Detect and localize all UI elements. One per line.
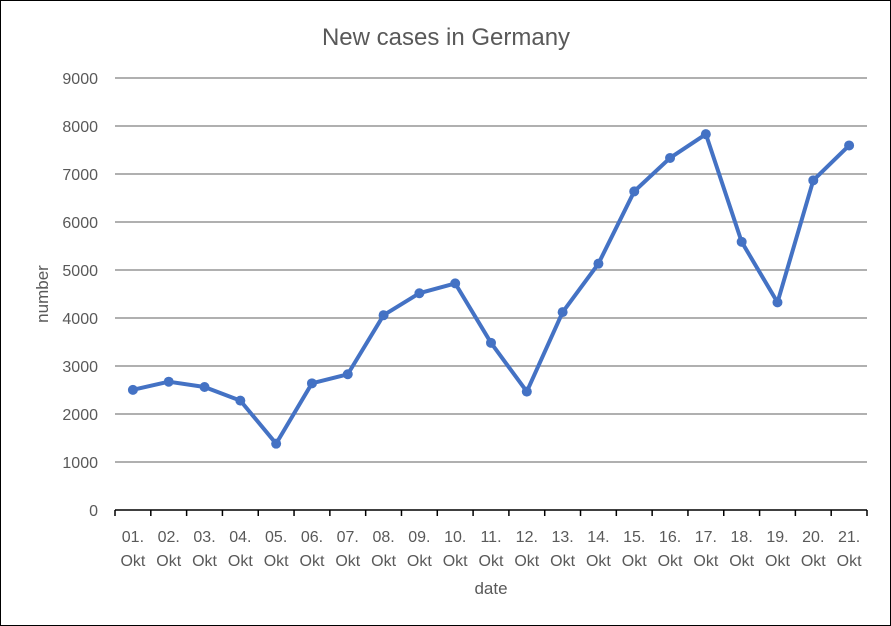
data-point: [378, 310, 389, 321]
x-tick-label: Okt: [837, 553, 862, 570]
y-tick-label: 2000: [62, 407, 98, 424]
y-tick-label: 9000: [62, 71, 98, 88]
x-tick-label: Okt: [120, 553, 145, 570]
x-tick-label: 10.: [444, 529, 466, 546]
y-tick-label: 6000: [62, 215, 98, 232]
x-tick-label: 13.: [551, 529, 573, 546]
x-tick-label: 15.: [623, 529, 645, 546]
x-tick-label: Okt: [801, 553, 826, 570]
x-tick-label: 12.: [516, 529, 538, 546]
y-tick-label: 7000: [62, 167, 98, 184]
data-point: [736, 236, 747, 247]
data-point: [486, 337, 496, 348]
x-tick-label: 14.: [587, 529, 609, 546]
x-tick-label: 20.: [802, 529, 824, 546]
x-tick-label: Okt: [300, 553, 325, 570]
data-point: [808, 175, 819, 186]
x-tick-label: 08.: [372, 529, 394, 546]
x-tick-label: 11.: [480, 529, 501, 546]
y-tick-label: 0: [89, 503, 98, 520]
y-tick-label: 5000: [62, 263, 98, 280]
x-tick-label: Okt: [622, 553, 647, 570]
data-point: [127, 384, 138, 395]
y-tick-label: 1000: [62, 455, 98, 472]
data-point: [414, 288, 425, 299]
data-point: [521, 386, 532, 397]
x-tick-label: 03.: [193, 529, 215, 546]
y-tick-label: 3000: [62, 359, 98, 376]
data-point: [772, 297, 783, 308]
x-tick-label: 05.: [265, 529, 287, 546]
x-tick-label: Okt: [371, 553, 396, 570]
x-tick-label: Okt: [729, 553, 754, 570]
x-tick-label: Okt: [658, 553, 683, 570]
data-point: [306, 378, 317, 389]
x-tick-label: Okt: [550, 553, 575, 570]
data-point: [163, 376, 174, 387]
x-tick-label: Okt: [156, 553, 181, 570]
x-tick-label: Okt: [514, 553, 539, 570]
x-tick-label: 02.: [158, 529, 180, 546]
x-tick-label: Okt: [443, 553, 468, 570]
x-axis-label: date: [474, 579, 507, 598]
x-tick-label: Okt: [479, 553, 504, 570]
x-tick-label: Okt: [192, 553, 217, 570]
x-tick-label: Okt: [765, 553, 790, 570]
data-point: [235, 395, 246, 406]
x-tick-label: 16.: [659, 529, 681, 546]
x-tick-label: Okt: [228, 553, 253, 570]
x-tick-label: Okt: [693, 553, 718, 570]
data-point: [199, 381, 210, 392]
data-point: [700, 129, 711, 140]
x-tick-label: Okt: [586, 553, 611, 570]
x-tick-labels: 01. Okt 02. Okt 03. Okt 04. Okt 05. Okt 06. Okt 07. O…: [120, 529, 862, 570]
series-layer: [127, 129, 855, 449]
x-tick-label: 07.: [337, 529, 359, 546]
y-tick-label: 4000: [62, 311, 98, 328]
chart-title: New cases in Germany: [322, 24, 570, 51]
x-tick-label: 17.: [695, 529, 717, 546]
y-tick-label: 8000: [62, 119, 98, 136]
data-point: [593, 258, 604, 269]
data-point: [271, 438, 282, 449]
x-tick-label: 04.: [229, 529, 251, 546]
x-tick-label: Okt: [335, 553, 360, 570]
x-tick-label: 01.: [122, 529, 144, 546]
data-point: [342, 369, 353, 380]
data-point: [629, 186, 640, 197]
y-axis-label: number: [33, 265, 52, 323]
gridlines: [114, 77, 868, 516]
y-tick-labels: 0 1000 2000 3000 4000 5000 6000 7000 8000 9000: [62, 71, 98, 520]
x-tick-label: 21.: [838, 529, 860, 546]
x-tick-label: 18.: [731, 529, 753, 546]
x-tick-label: Okt: [264, 553, 289, 570]
x-tick-label: 06.: [301, 529, 323, 546]
x-tick-label: Okt: [407, 553, 432, 570]
x-tick-label: 09.: [408, 529, 430, 546]
data-point: [844, 140, 855, 151]
data-point: [665, 152, 676, 163]
data-point: [557, 307, 568, 318]
data-point: [450, 278, 461, 289]
x-tick-label: 19.: [766, 529, 788, 546]
